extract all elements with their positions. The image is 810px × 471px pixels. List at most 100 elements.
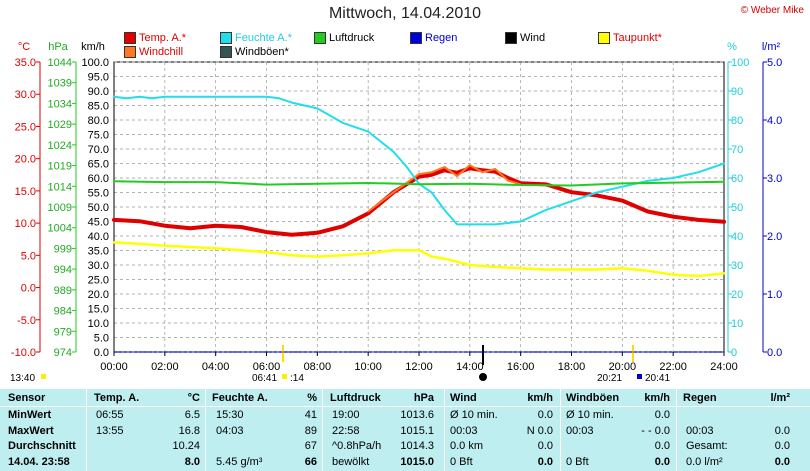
press-tick-label: 994 [54, 264, 72, 276]
press-tick-label: 984 [54, 306, 72, 318]
table-header: Regen [683, 392, 717, 404]
page-title: Mittwoch, 14.04.2010 [328, 5, 482, 22]
wind-tick-label: 15.0 [88, 304, 109, 316]
press-tick-label: 1039 [48, 78, 72, 90]
hum-time: 04:03 [216, 424, 244, 437]
press-tick-label: 1029 [48, 119, 72, 131]
temp-value: 10.24 [172, 440, 200, 452]
press-tick-label: 1014 [48, 181, 72, 193]
series-taupunkt [112, 241, 726, 278]
press-tick-label: 1004 [48, 223, 72, 235]
time-tick-label: 22:00 [659, 361, 687, 373]
temp-tick-label: 0.0 [21, 283, 36, 295]
temp-tick-label: 10.0 [15, 218, 36, 230]
wind-tick-label: 85.0 [88, 101, 109, 113]
wind-time: 00:03 [450, 424, 478, 437]
hum-unit-label: % [727, 41, 737, 53]
weather-chart: °C hPa km/h% l/m² 35.0 30.0 25.0 20.0 15.0 10.0 5.… [10, 41, 782, 384]
legend-swatch [124, 32, 136, 44]
table-header: °C [187, 392, 200, 404]
hum-tick-label: 10 [731, 318, 743, 330]
press-tick-label: 1009 [48, 202, 72, 214]
hum-tick-label: 100 [731, 57, 749, 69]
wind-tick-label: 100.0 [81, 57, 109, 69]
time-tick-label: 18:00 [558, 361, 586, 373]
credit-label: © Weber Mike [740, 5, 804, 16]
temp-tick-label: -5.0 [17, 315, 36, 327]
legend-item: Regen [410, 32, 457, 44]
table-header: hPa [413, 392, 434, 404]
gust-time: 00:03 [566, 424, 594, 437]
temp-tick-label: 5.0 [21, 250, 36, 262]
legend-swatch [314, 32, 326, 44]
table-divider [676, 389, 677, 471]
wind-tick-label: 30.0 [88, 260, 109, 272]
rain-value: 0.0 [774, 424, 790, 437]
wind-tick-label: 55.0 [88, 188, 109, 200]
legend-label: Luftdruck [329, 32, 375, 44]
hum-tick-label: 90 [731, 86, 743, 98]
wind-tick-label: 0.0 [94, 347, 109, 359]
legend-item: Feuchte A.* [220, 32, 292, 44]
press-tick-label: 979 [54, 326, 72, 338]
wind-tick-label: 65.0 [88, 159, 109, 171]
time-tick-label: 08:00 [304, 361, 332, 373]
hum-value: 89 [304, 424, 317, 437]
press-value: 1015.1 [400, 424, 434, 437]
legend-swatch [410, 32, 422, 44]
wind-tick-label: 50.0 [88, 202, 109, 214]
wind-tick-label: 60.0 [88, 173, 109, 185]
hum-time: 15:30 [216, 409, 244, 421]
wind-time: Ø 10 min. [450, 409, 498, 421]
press-tick-label: 1034 [48, 98, 72, 110]
hum-tick-label: 30 [731, 260, 743, 272]
wind-value: 0.0 [537, 455, 553, 468]
hum-tick-label: 40 [731, 231, 743, 243]
hum-tick-label: 0 [731, 347, 737, 359]
stats-table: Sensor Temp. A. °C Feuchte A.% Luftdruck hPa W… [0, 389, 810, 471]
gust-time: Ø 10 min. [566, 409, 614, 421]
wind-tick-label: 75.0 [88, 130, 109, 142]
table-header: Sensor [8, 392, 46, 404]
time-tick-label: 24:00 [710, 361, 738, 373]
hum-tick-label: 20 [731, 289, 743, 301]
press-tick-label: 1044 [48, 57, 72, 69]
twilight-marker [637, 374, 642, 379]
sun-marker [282, 374, 287, 379]
legend-item: Temp. A.* [124, 32, 186, 44]
press-unit-label: hPa [48, 41, 68, 53]
wind-tick-label: 10.0 [88, 318, 109, 330]
legend-swatch [220, 46, 232, 58]
temp-value: 6.5 [184, 409, 200, 421]
gust-value: 0.0 [654, 409, 670, 421]
time-tick-label: 02:00 [151, 361, 179, 373]
rain-unit-label: l/m² [762, 41, 781, 53]
rain-tick-label: 5.0 [767, 57, 782, 69]
table-divider [444, 389, 445, 471]
hum-tick-label: 50 [731, 202, 743, 214]
wind-time: 0 Bft [450, 455, 473, 468]
legend-item: Windchill [124, 46, 183, 58]
legend-swatch [220, 32, 232, 44]
series-temp-a [112, 166, 726, 237]
legend-item: Taupunkt* [598, 32, 662, 44]
wind-tick-label: 80.0 [88, 115, 109, 127]
legend-label: Temp. A.* [139, 32, 187, 44]
series-luftdruck [113, 180, 725, 187]
wind-tick-label: 35.0 [88, 246, 109, 258]
time-tick-label: 00:00 [100, 361, 128, 373]
table-header: Windböen [566, 392, 620, 404]
temp-tick-label: 35.0 [15, 57, 36, 69]
temp-tick-label: -10.0 [11, 347, 36, 359]
legend-label: Wind [520, 32, 546, 44]
wind-value: 0.0 [537, 440, 553, 452]
wind-tick-label: 25.0 [88, 275, 109, 287]
temp-time: 06:55 [96, 409, 124, 421]
gust-value: 0.0 [654, 440, 670, 452]
wind-value: N 0.0 [526, 424, 553, 437]
time-tick-label: 10:00 [354, 361, 382, 373]
hum-time: 5.45 g/m³ [216, 455, 263, 468]
series-feuchte-a [113, 95, 725, 226]
press-tick-label: 1019 [48, 161, 72, 173]
time-tick-label: 16:00 [507, 361, 535, 373]
